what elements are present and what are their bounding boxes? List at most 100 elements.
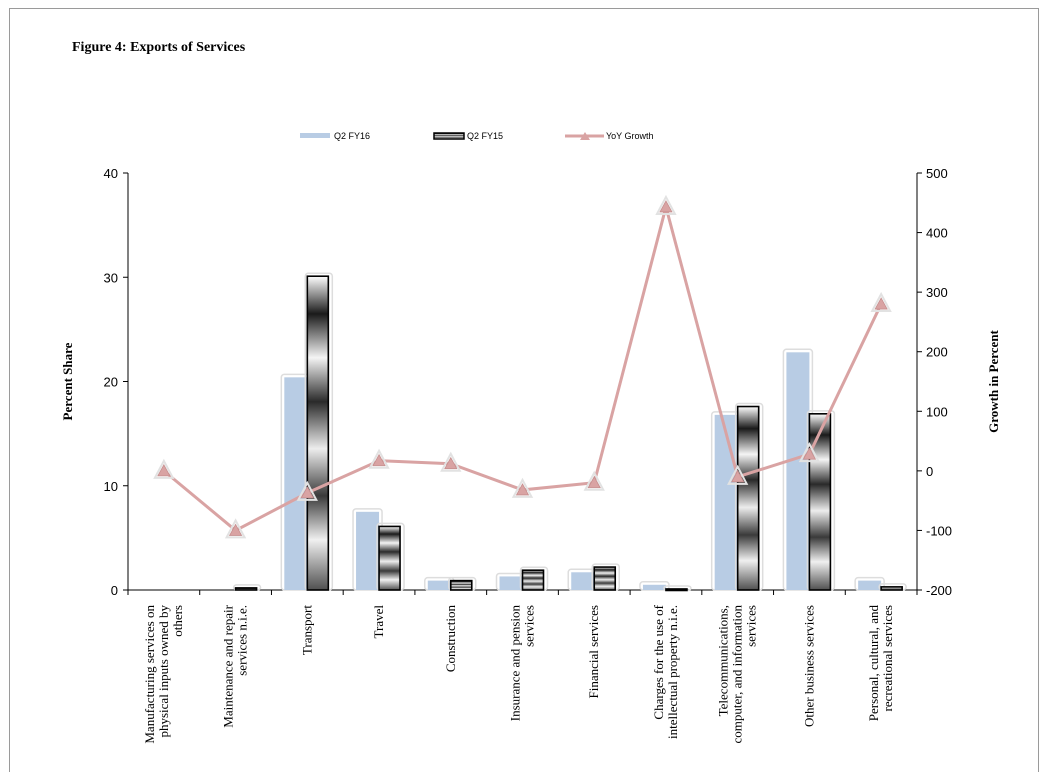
growth-marker: [444, 456, 458, 470]
category-label: Financial services: [586, 605, 601, 699]
bar-q2-fy16: [571, 572, 595, 590]
growth-marker-halo: [798, 442, 821, 463]
category-label: Insurance and pensionservices: [508, 605, 537, 722]
growth-marker: [802, 447, 817, 460]
bar-q2-fy15: [306, 275, 330, 591]
growth-marker: [587, 475, 601, 489]
category-label-line: intellectual property n.i.e.: [665, 605, 680, 739]
bar-q2-fy16: [427, 580, 451, 590]
y-axis-title: Percent Share: [60, 342, 75, 420]
growth-marker-halo: [655, 194, 677, 215]
axes: 0 10 20 30 40 -200 -100 0 100 200 300 400 500 Percent…: [60, 166, 1001, 598]
bars: [232, 272, 907, 592]
chart-frame: [9, 8, 1039, 772]
left-tick-label: 20: [104, 375, 118, 390]
category-labels: Manufacturing services onphysical inputs…: [142, 604, 895, 743]
category-label: Construction: [443, 605, 458, 673]
right-tick-label: -200: [926, 583, 952, 598]
left-tick-label: 0: [111, 583, 118, 598]
category-label-line: Manufacturing services on: [142, 605, 157, 744]
category-label-line: Personal, cultural, and: [866, 605, 881, 722]
right-tick-label: 200: [926, 345, 948, 360]
category-label-line: services: [744, 605, 759, 647]
category-label: Other business services: [801, 605, 816, 727]
growth-marker-halo: [583, 470, 605, 491]
left-tick-label: 30: [104, 270, 118, 285]
right-tick-label: 100: [926, 404, 948, 419]
legend-swatch-q2-fy16: [300, 133, 330, 138]
left-tick-label: 40: [104, 166, 118, 181]
growth-line: [153, 194, 892, 539]
category-label: Personal, cultural, andrecreational serv…: [866, 605, 895, 722]
category-label-line: recreational services: [880, 605, 895, 711]
growth-marker: [300, 486, 314, 499]
y2-axis-title: Growth in Percent: [986, 329, 1001, 432]
bar-q2-fy16: [642, 584, 666, 590]
category-label-line: others: [170, 605, 185, 637]
bar-q2-fy15: [378, 525, 401, 591]
growth-marker-halo: [511, 477, 534, 498]
category-label-line: physical inputs owned by: [156, 605, 171, 738]
category-label-line: Travel: [371, 605, 386, 639]
legend-swatch-q2-fy15: [433, 132, 465, 140]
category-label-line: Other business services: [801, 605, 816, 727]
category-label-line: computer, and information: [730, 605, 745, 744]
category-label-line: Telecommunications,: [716, 605, 731, 716]
category-label: Maintenance and repairservices n.i.e.: [221, 604, 250, 727]
growth-marker-halo: [368, 448, 390, 469]
right-tick-label: -100: [926, 523, 952, 538]
category-label-line: Transport: [299, 605, 314, 655]
chart-title: Figure 4: Exports of Services: [72, 40, 246, 55]
left-tick-label: 10: [104, 479, 118, 494]
bar-q2-fy16: [858, 580, 882, 590]
category-label-line: Financial services: [586, 605, 601, 699]
bar-q2-fy15: [449, 579, 473, 591]
category-label-line: services n.i.e.: [235, 605, 250, 676]
growth-marker: [515, 483, 530, 496]
category-label-line: Construction: [443, 605, 458, 673]
growth-marker-halo: [224, 518, 247, 539]
right-tick-label: 500: [926, 166, 948, 181]
category-label-line: Insurance and pension: [508, 605, 523, 722]
growth-marker-halo: [153, 458, 175, 479]
category-label: Manufacturing services onphysical inputs…: [142, 605, 185, 744]
growth-marker: [874, 297, 888, 310]
legend-label-growth: YoY Growth: [606, 131, 654, 141]
legend-swatch-growth-marker: [580, 132, 590, 140]
growth-marker-halo: [870, 291, 892, 313]
category-label-line: Maintenance and repair: [221, 604, 236, 727]
category-label-line: Charges for the use of: [651, 604, 666, 719]
bar-q2-fy15: [880, 586, 903, 591]
bar-q2-fy16: [356, 511, 380, 590]
category-label: Transport: [299, 605, 314, 655]
growth-marker: [659, 200, 673, 213]
bar-q2-fy16: [714, 414, 738, 590]
right-tick-label: 0: [926, 464, 933, 479]
growth-marker-halo: [296, 480, 318, 501]
category-label: Charges for the use ofintellectual prope…: [651, 604, 680, 739]
right-tick-label: 300: [926, 285, 948, 300]
category-label: Telecommunications,computer, and informa…: [716, 605, 759, 744]
growth-marker-halo: [727, 464, 749, 485]
category-label: Travel: [371, 605, 386, 639]
growth-marker: [228, 523, 243, 536]
growth-marker: [731, 469, 745, 483]
bar-q2-fy16: [499, 576, 523, 590]
bar-q2-fy16: [284, 377, 308, 590]
category-label-line: services: [522, 605, 537, 647]
bar-q2-fy15: [808, 413, 832, 591]
growth-marker: [372, 453, 386, 467]
bar-q2-fy15: [736, 405, 760, 591]
legend-label-q2-fy15: Q2 FY15: [467, 131, 503, 141]
bar-q2-fy15: [234, 587, 258, 591]
bar-q2-fy15: [665, 588, 688, 592]
bar-q2-fy16: [786, 352, 810, 590]
legend-label-q2-fy16: Q2 FY16: [334, 131, 370, 141]
bar-q2-fy15: [593, 566, 617, 591]
growth-marker: [157, 464, 171, 477]
bar-q2-fy15: [521, 569, 545, 591]
legend: Q2 FY16 Q2 FY15 YoY Growth: [300, 131, 654, 141]
growth-marker-halo: [440, 451, 462, 472]
right-tick-label: 400: [926, 226, 948, 241]
